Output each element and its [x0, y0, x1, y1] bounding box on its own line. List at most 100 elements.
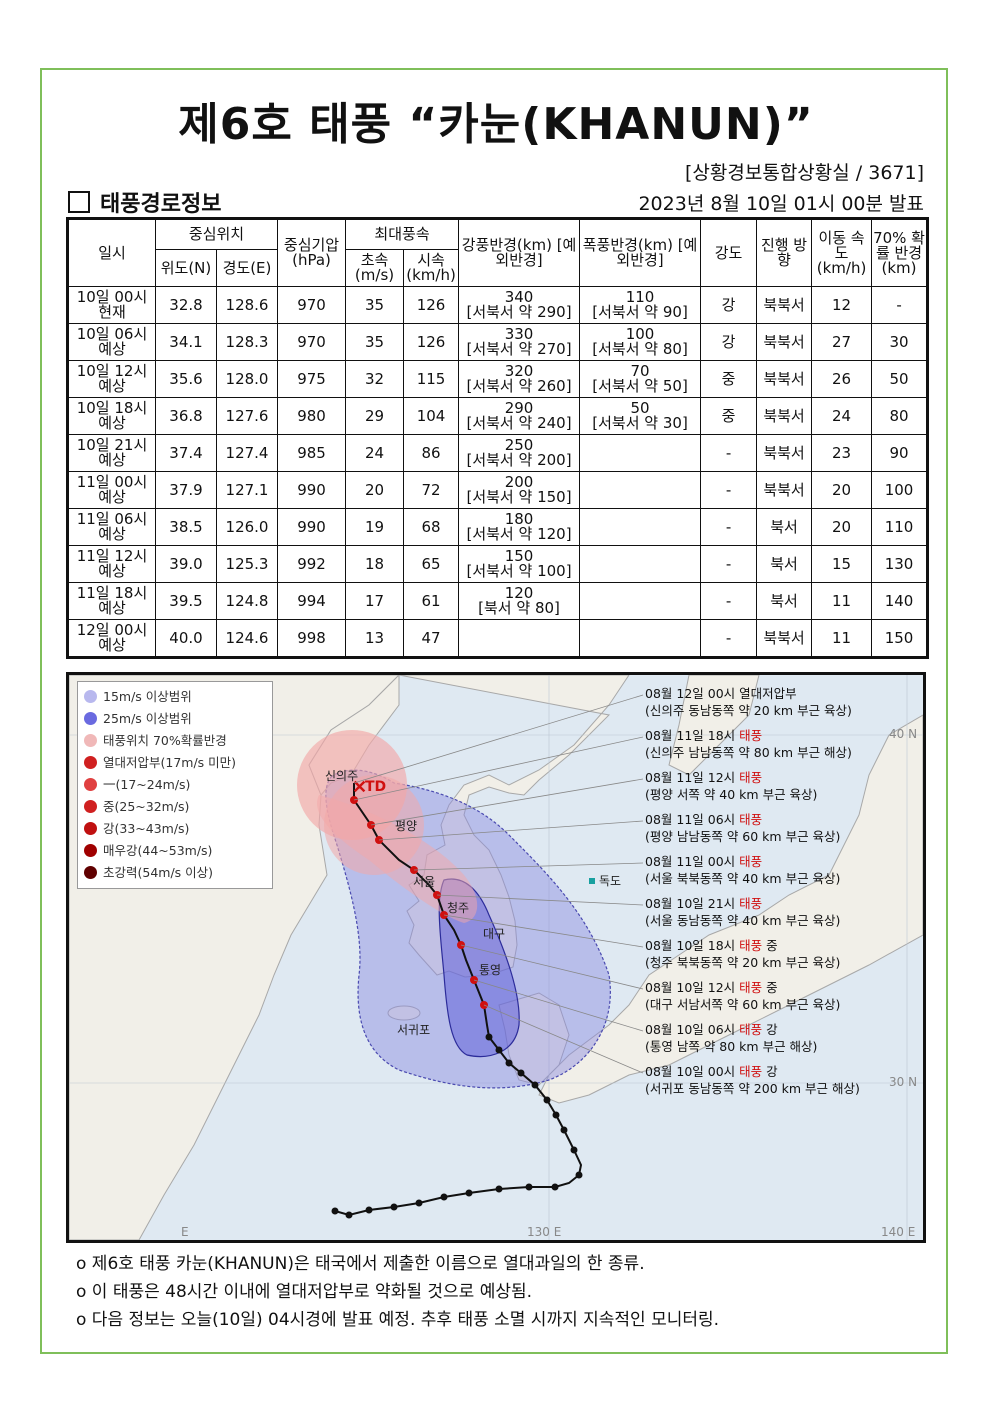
- lat-cell: 32.8: [155, 286, 217, 324]
- direction-cell: 북서: [756, 545, 813, 583]
- pressure-cell: 990: [277, 508, 347, 546]
- table-row: 11일 18시 예상 39.5 124.8 994 17 61 120 [북서 약 80] - 북서…: [67, 582, 929, 620]
- strong-radius-cell: 120 [북서 약 80]: [458, 582, 581, 620]
- speed-cell: 23: [811, 434, 873, 472]
- page-frame: [40, 68, 948, 1354]
- prob-radius-cell: 100: [871, 471, 929, 509]
- wind-ms-cell: 35: [345, 323, 405, 361]
- intensity-cell: 강: [700, 286, 758, 324]
- direction-cell: 북북서: [756, 323, 813, 361]
- table-row: 10일 18시 예상 36.8 127.6 980 29 104 290 [서북서 약 240]…: [67, 397, 929, 435]
- table-row: 10일 00시 현재 32.8 128.6 970 35 126 340 [서북서 약 290]…: [67, 286, 929, 324]
- table-row: 10일 12시 예상 35.6 128.0 975 32 115 320 [서북서 약 260]…: [67, 360, 929, 398]
- direction-cell: 북북서: [756, 397, 813, 435]
- table-body: 10일 00시 현재 32.8 128.6 970 35 126 340 [서북서 약 290]…: [67, 286, 929, 658]
- note-2: o 이 태풍은 48시간 이내에 열대저압부로 약화될 것으로 예상됨.: [76, 1282, 533, 1302]
- notes: o 제6호 태풍 카눈(KHANUN)은 태국에서 제출한 이름으로 열대과일의…: [76, 1250, 719, 1334]
- city-seogwipo: 서귀포: [397, 1023, 431, 1037]
- legend-item: 一(17~24m/s): [78, 774, 272, 796]
- storm-radius-cell: 110 [서북서 약 90]: [579, 286, 702, 324]
- legend-swatch-icon: [84, 822, 97, 835]
- wind-ms-cell: 24: [345, 434, 405, 472]
- legend-swatch-icon: [84, 844, 97, 857]
- lon-cell: 127.6: [215, 397, 279, 435]
- speed-cell: 11: [811, 582, 873, 620]
- lon-cell: 128.3: [215, 323, 279, 361]
- lon-label-140e: 140 E: [881, 1225, 916, 1239]
- city-daegu: 대구: [483, 927, 506, 941]
- time-cell: 11일 18시 예상: [67, 582, 156, 620]
- header-kmh: 시속 (km/h): [403, 249, 460, 287]
- legend-item: 15m/s 이상범위: [78, 686, 272, 708]
- header-direction: 진행 방향: [756, 218, 813, 287]
- prob-radius-cell: 30: [871, 323, 929, 361]
- prob-radius-cell: -: [871, 286, 929, 324]
- lat-label-30n: 30 N: [889, 1075, 918, 1089]
- typhoon-track-table: 일시 중심위치 중심기압 (hPa) 최대풍속 강풍반경(km) [예외반경] …: [66, 217, 930, 659]
- lon-cell: 128.6: [215, 286, 279, 324]
- header-storm-radius: 폭풍반경(km) [예외반경]: [579, 218, 702, 287]
- note-3: o 다음 정보는 오늘(10일) 04시경에 발표 예정. 추후 태풍 소멸 시…: [76, 1310, 720, 1330]
- speed-cell: 20: [811, 471, 873, 509]
- header-lon: 경도(E): [215, 249, 279, 287]
- forecast-annotation: 08월 11일 18시 태풍 (신의주 남남동쪽 약 80 km 부근 해상): [645, 728, 852, 760]
- lon-cell: 126.0: [215, 508, 279, 546]
- wind-ms-cell: 32: [345, 360, 405, 398]
- pressure-cell: 970: [277, 323, 347, 361]
- russia-land: [668, 675, 760, 776]
- prob-radius-cell: 150: [871, 619, 929, 658]
- lon-cell: 125.3: [215, 545, 279, 583]
- direction-cell: 북북서: [756, 434, 813, 472]
- td-label: TD: [365, 779, 387, 795]
- strong-radius-cell: 320 [서북서 약 260]: [458, 360, 581, 398]
- prob-radius-cell: 110: [871, 508, 929, 546]
- speed-cell: 20: [811, 508, 873, 546]
- legend-item: 강(33~43m/s): [78, 818, 272, 840]
- header-lat: 위도(N): [155, 249, 217, 287]
- table-row: 11일 06시 예상 38.5 126.0 990 19 68 180 [서북서 약 120] -…: [67, 508, 929, 546]
- legend-swatch-icon: [84, 800, 97, 813]
- time-cell: 10일 18시 예상: [67, 397, 156, 435]
- storm-radius-cell: 50 [서북서 약 30]: [579, 397, 702, 435]
- direction-cell: 북북서: [756, 360, 813, 398]
- legend-item: 초강력(54m/s 이상): [78, 862, 272, 884]
- table-row: 10일 06시 예상 34.1 128.3 970 35 126 330 [서북서 약 270]…: [67, 323, 929, 361]
- wind-kmh-cell: 65: [403, 545, 460, 583]
- lat-cell: 40.0: [155, 619, 217, 658]
- forecast-annotation: 08월 10일 21시 태풍 (서울 동남동쪽 약 40 km 부근 육상): [645, 896, 841, 928]
- lat-cell: 37.9: [155, 471, 217, 509]
- strong-radius-cell: 200 [서북서 약 150]: [458, 471, 581, 509]
- legend-swatch-icon: [84, 756, 97, 769]
- legend-swatch-icon: [84, 690, 97, 703]
- intensity-cell: -: [700, 471, 758, 509]
- forecast-annotation: 08월 12일 00시 열대저압부 (신의주 동남동쪽 약 20 km 부근 육상…: [645, 686, 852, 718]
- direction-cell: 북서: [756, 508, 813, 546]
- speed-cell: 26: [811, 360, 873, 398]
- storm-radius-cell: [579, 434, 702, 472]
- legend-item: 중(25~32m/s): [78, 796, 272, 818]
- wind-ms-cell: 35: [345, 286, 405, 324]
- pressure-cell: 980: [277, 397, 347, 435]
- lat-cell: 39.5: [155, 582, 217, 620]
- intensity-cell: -: [700, 434, 758, 472]
- header-intensity: 강도: [700, 218, 758, 287]
- header-pressure: 중심기압 (hPa): [277, 218, 347, 287]
- time-cell: 10일 12시 예상: [67, 360, 156, 398]
- lat-cell: 36.8: [155, 397, 217, 435]
- time-cell: 11일 06시 예상: [67, 508, 156, 546]
- pressure-cell: 990: [277, 471, 347, 509]
- strong-radius-cell: 250 [서북서 약 200]: [458, 434, 581, 472]
- header-strong-radius: 강풍반경(km) [예외반경]: [458, 218, 581, 287]
- storm-radius-cell: 70 [서북서 약 50]: [579, 360, 702, 398]
- city-seoul: 서울: [413, 875, 436, 889]
- forecast-annotation: 08월 10일 18시 태풍 중 (청주 북북동쪽 약 20 km 부근 육상): [645, 938, 841, 970]
- time-cell: 10일 00시 현재: [67, 286, 156, 324]
- note-1: o 제6호 태풍 카눈(KHANUN)은 태국에서 제출한 이름으로 열대과일의…: [76, 1254, 645, 1274]
- pressure-cell: 992: [277, 545, 347, 583]
- lat-cell: 34.1: [155, 323, 217, 361]
- lon-label-120e: E: [181, 1225, 189, 1239]
- city-tongyeong: 통영: [479, 963, 502, 977]
- forecast-annotation: 08월 11일 06시 태풍 (평양 남남동쪽 약 60 km 부근 육상): [645, 812, 841, 844]
- intensity-cell: -: [700, 545, 758, 583]
- header-ms: 초속 (m/s): [345, 249, 405, 287]
